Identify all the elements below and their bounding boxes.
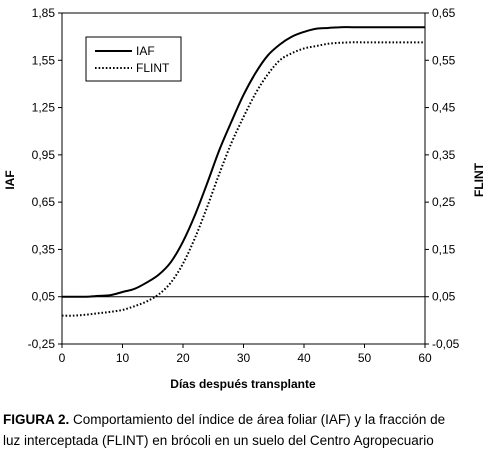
x-axis-ticks: 0 10 20 30 40 50 60 [59, 344, 432, 365]
right-tick-label: 0,05 [432, 290, 456, 304]
left-axis-title: IAF [3, 170, 17, 189]
right-tick-label: 0,15 [432, 242, 456, 256]
left-tick-label: 0,05 [32, 290, 56, 304]
left-tick-label: -0,25 [28, 337, 56, 351]
left-tick-label: 0,65 [32, 195, 56, 209]
legend-iaf-label: IAF [136, 44, 155, 58]
caption-label: FIGURA 2. [3, 412, 70, 427]
left-tick-label: 1,25 [32, 101, 56, 115]
x-tick-label: 40 [297, 351, 311, 365]
x-axis-title: Días después transplante [170, 377, 316, 391]
left-tick-label: 1,55 [32, 53, 56, 67]
figure-caption: FIGURA 2. Comportamiento del índice de á… [3, 409, 493, 451]
left-tick-label: 0,35 [32, 242, 56, 256]
right-tick-label: 0,55 [432, 53, 456, 67]
legend-box [85, 36, 182, 82]
x-tick-label: 10 [116, 351, 130, 365]
series-line-iaf [62, 26, 425, 298]
right-axis-title: FLINT [472, 162, 486, 197]
right-tick-label: 0,25 [432, 195, 456, 209]
right-tick-label: 0,35 [432, 148, 456, 162]
right-tick-label: 0,45 [432, 101, 456, 115]
left-axis-ticks: -0,25 0,05 0,35 0,65 0,95 1,25 1,55 1,85 [28, 6, 62, 351]
chart: -0,250,050,350,650,951,251,551,85 -0,050… [3, 6, 486, 391]
x-tick-label: 50 [358, 351, 372, 365]
x-tick-label: 60 [418, 351, 432, 365]
caption-text-line1: Comportamiento del índice de área foliar… [69, 412, 446, 427]
legend: IAF FLINT [85, 36, 182, 82]
right-tick-label: -0,05 [432, 337, 460, 351]
series-layer [61, 26, 425, 317]
left-tick-label: 1,85 [32, 6, 56, 20]
x-tick-label: 30 [237, 351, 251, 365]
caption-text-line2: luz interceptada (FLINT) en brócoli en u… [3, 433, 434, 448]
x-tick-label: 0 [59, 351, 66, 365]
right-axis-ticks: -0,05 0,05 0,15 0,25 0,35 0,45 0,55 0,65 [425, 6, 460, 351]
x-tick-label: 20 [176, 351, 190, 365]
series-line-flint [61, 41, 425, 317]
left-tick-label: 0,95 [32, 148, 56, 162]
right-tick-label: 0,65 [432, 6, 456, 20]
legend-flint-label: FLINT [136, 61, 170, 75]
